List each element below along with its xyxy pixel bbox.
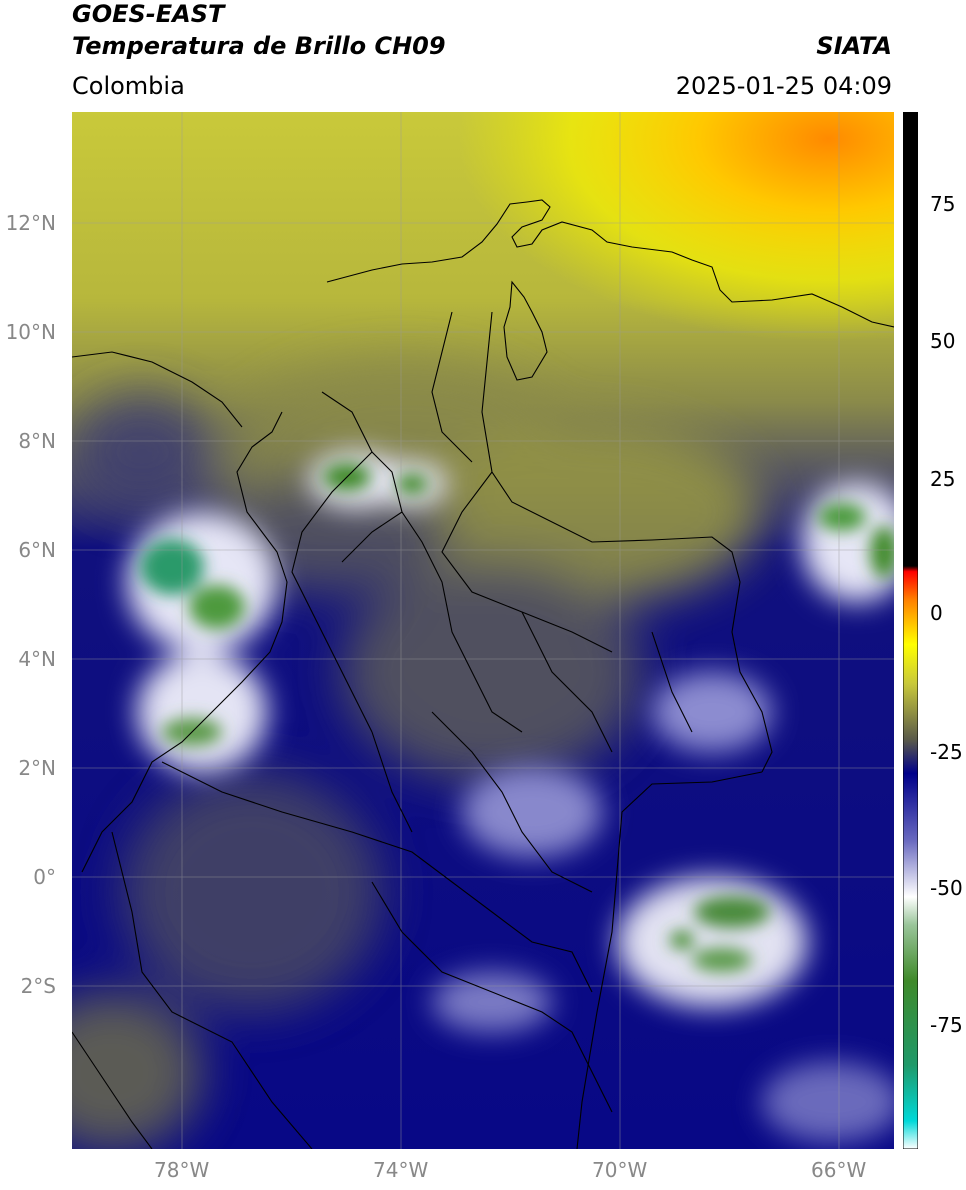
olive-patch	[72, 992, 202, 1149]
cloud-cluster-amazon	[617, 877, 807, 1007]
organization-label: SIATA	[816, 32, 892, 60]
colorbar-gradient	[903, 112, 918, 1149]
lat-tick-10n: 10°N	[5, 320, 56, 344]
cold-core-amazon-2	[692, 948, 752, 972]
andes-department-borders	[291, 311, 613, 733]
colombia-peru-brazil-border	[576, 771, 763, 1149]
lat-tick-6n: 6°N	[18, 538, 56, 562]
boundaries	[72, 199, 894, 1149]
lon-tick-78w: 78°W	[154, 1158, 210, 1182]
lat-tick-2s: 2°S	[20, 974, 56, 998]
region-label: Colombia	[72, 72, 185, 100]
satellite-map	[72, 112, 894, 1149]
cloud-cluster-pacific-south	[137, 652, 267, 772]
lon-tick-74w: 74°W	[373, 1158, 429, 1182]
satellite-title: GOES-EAST	[72, 0, 225, 28]
olive-patch	[122, 772, 382, 1012]
lon-tick-66w: 66°W	[811, 1158, 867, 1182]
cold-core-amazon-3	[670, 931, 694, 949]
product-title: Temperatura de Brillo CH09	[72, 32, 446, 60]
southern-pacific-coast	[72, 1031, 153, 1149]
colorbar-tick-minus25: -25	[930, 740, 963, 764]
cold-core-east	[818, 503, 866, 531]
cold-core-pacific	[140, 539, 204, 595]
olive-patch	[422, 422, 762, 602]
lon-tick-70w: 70°W	[592, 1158, 648, 1182]
graticule	[72, 112, 894, 1149]
lat-tick-0: 0°	[33, 865, 56, 889]
caribbean-coastline	[326, 199, 894, 328]
panama-coastline	[72, 351, 243, 428]
colorbar-tick-25: 25	[930, 467, 956, 491]
colorbar-tick-75: 75	[930, 192, 956, 216]
lat-tick-4n: 4°N	[18, 647, 56, 671]
lat-tick-2n: 2°N	[18, 756, 56, 780]
colorbar-tick-minus50: -50	[930, 876, 963, 900]
cloud-cluster-orinoquia	[652, 672, 772, 752]
pacific-coastline	[81, 411, 288, 873]
orinoquia-amazon-borders	[371, 611, 693, 893]
peru-amazon-border	[371, 881, 613, 1113]
lat-tick-12n: 12°N	[5, 211, 56, 235]
cold-core-santander	[396, 474, 428, 494]
cold-core-east-2	[870, 526, 894, 578]
cloud-cluster-south	[432, 972, 552, 1032]
ecuador-peru-border	[111, 831, 313, 1149]
olive-patch	[342, 562, 642, 782]
colorbar-tick-0: 0	[930, 601, 943, 625]
colorbar-tick-minus75: -75	[930, 1013, 963, 1037]
colombia-ecuador-border	[161, 761, 593, 993]
lake-maracaibo	[503, 280, 548, 381]
colorbar-tick-50: 50	[930, 329, 956, 353]
cloud-cluster-far-south	[762, 1062, 894, 1142]
cloud-cluster-vaupes	[462, 767, 602, 857]
colorbar	[903, 112, 918, 1149]
datetime-label: 2025-01-25 04:09	[675, 72, 892, 100]
cold-core-pacific-2	[189, 585, 245, 629]
olive-patch	[72, 392, 212, 512]
imagery-layer	[72, 112, 894, 1149]
cold-core-amazon	[694, 896, 770, 928]
colombia-venezuela-border	[481, 311, 773, 773]
lat-tick-8n: 8°N	[18, 429, 56, 453]
